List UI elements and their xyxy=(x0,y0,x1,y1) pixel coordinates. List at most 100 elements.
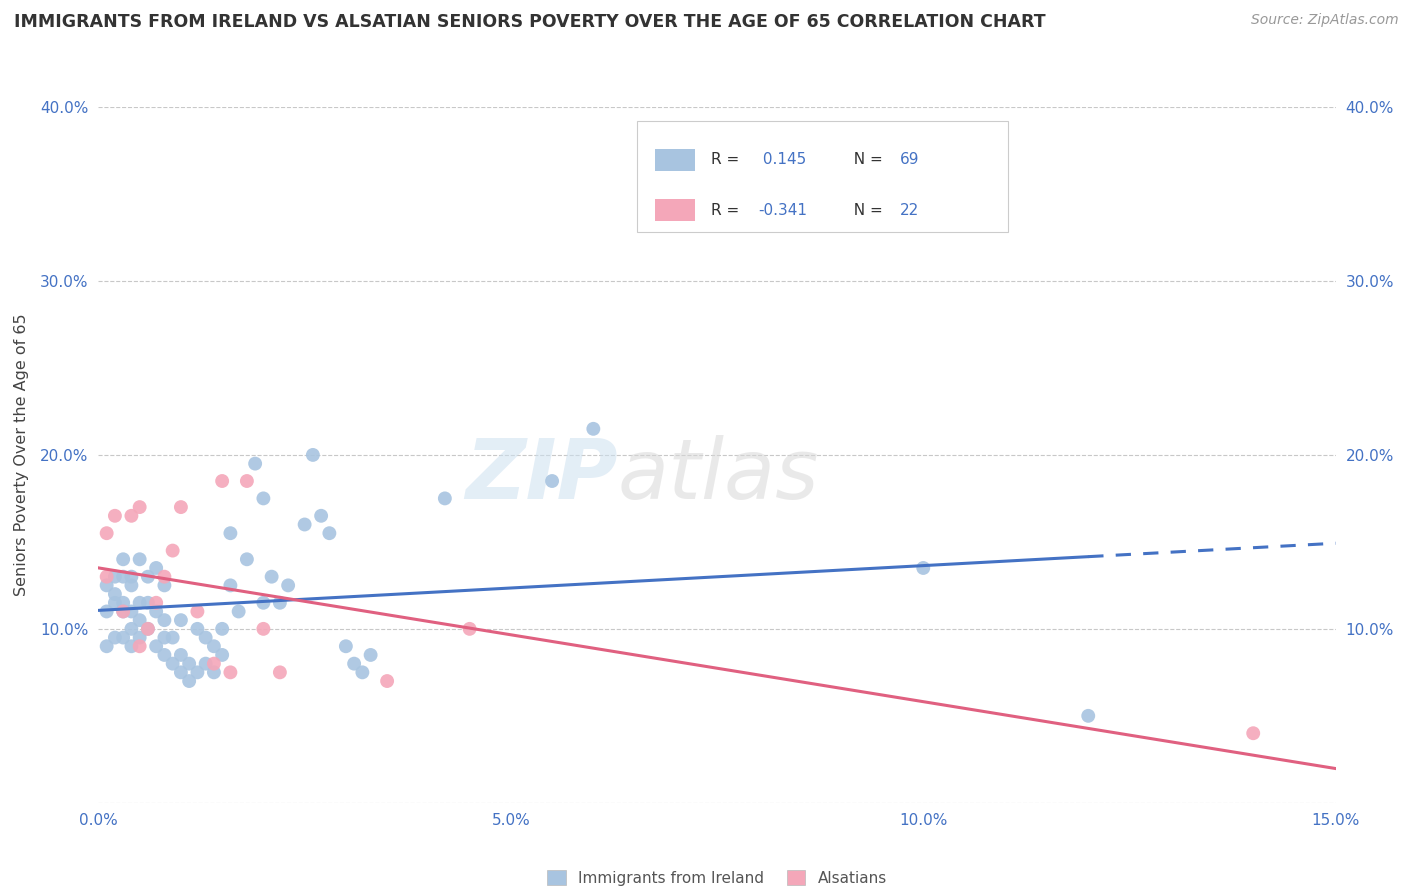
Point xyxy=(96,570,118,584)
Point xyxy=(252,596,274,610)
Point xyxy=(128,639,150,653)
Point xyxy=(153,570,176,584)
Point xyxy=(194,657,217,671)
Point xyxy=(541,474,564,488)
Text: ZIP: ZIP xyxy=(465,435,619,516)
Point xyxy=(269,596,291,610)
Point xyxy=(186,605,208,619)
Point xyxy=(136,622,159,636)
Point xyxy=(335,639,357,653)
Point xyxy=(269,665,291,680)
Point xyxy=(458,622,481,636)
Text: R =: R = xyxy=(711,153,744,168)
Point xyxy=(128,613,150,627)
Point xyxy=(120,508,142,523)
Point xyxy=(243,457,266,471)
Point xyxy=(112,596,135,610)
Point xyxy=(145,605,167,619)
Point xyxy=(179,674,201,689)
Point xyxy=(96,526,118,541)
Point xyxy=(375,674,398,689)
Point xyxy=(294,517,316,532)
Text: N =: N = xyxy=(845,202,889,218)
Point xyxy=(211,648,233,662)
Point xyxy=(219,578,242,592)
Point xyxy=(153,613,176,627)
FancyBboxPatch shape xyxy=(655,199,695,221)
Point xyxy=(260,570,283,584)
Point xyxy=(96,639,118,653)
Point xyxy=(360,648,382,662)
Point xyxy=(120,578,142,592)
Point xyxy=(186,665,208,680)
Text: -0.341: -0.341 xyxy=(758,202,807,218)
Point xyxy=(236,552,259,566)
Point xyxy=(433,491,456,506)
Point xyxy=(236,474,259,488)
Point xyxy=(145,639,167,653)
Point xyxy=(179,657,201,671)
Point xyxy=(211,622,233,636)
Point xyxy=(252,622,274,636)
Text: atlas: atlas xyxy=(619,435,820,516)
Point xyxy=(170,648,193,662)
Point xyxy=(128,596,150,610)
Point xyxy=(96,578,118,592)
Point xyxy=(104,570,127,584)
Text: R =: R = xyxy=(711,202,744,218)
Point xyxy=(582,422,605,436)
Point xyxy=(318,526,340,541)
Point xyxy=(219,665,242,680)
Point xyxy=(170,613,193,627)
Text: 0.145: 0.145 xyxy=(758,153,806,168)
Point xyxy=(104,596,127,610)
Point xyxy=(153,631,176,645)
Text: 22: 22 xyxy=(900,202,920,218)
Point xyxy=(104,508,127,523)
Point xyxy=(112,570,135,584)
Point xyxy=(120,639,142,653)
Point xyxy=(112,552,135,566)
FancyBboxPatch shape xyxy=(637,121,1008,232)
Point xyxy=(162,631,184,645)
Point xyxy=(120,622,142,636)
Y-axis label: Seniors Poverty Over the Age of 65: Seniors Poverty Over the Age of 65 xyxy=(14,314,30,596)
Legend: Immigrants from Ireland, Alsatians: Immigrants from Ireland, Alsatians xyxy=(547,870,887,886)
Point xyxy=(145,596,167,610)
Point xyxy=(302,448,325,462)
Point xyxy=(96,605,118,619)
Point xyxy=(120,605,142,619)
Point xyxy=(170,665,193,680)
Point xyxy=(228,605,250,619)
Point xyxy=(202,639,225,653)
Point xyxy=(202,665,225,680)
Point xyxy=(153,578,176,592)
Point xyxy=(252,491,274,506)
Point xyxy=(352,665,374,680)
FancyBboxPatch shape xyxy=(655,149,695,171)
Point xyxy=(343,657,366,671)
Point xyxy=(211,474,233,488)
Point xyxy=(128,500,150,514)
Text: N =: N = xyxy=(845,153,889,168)
Point xyxy=(1077,708,1099,723)
Point xyxy=(194,631,217,645)
Point xyxy=(128,552,150,566)
Text: 69: 69 xyxy=(900,153,920,168)
Point xyxy=(128,631,150,645)
Point xyxy=(153,648,176,662)
Point xyxy=(136,622,159,636)
Point xyxy=(112,605,135,619)
Point xyxy=(136,596,159,610)
Point xyxy=(136,570,159,584)
Point xyxy=(104,631,127,645)
Point xyxy=(170,500,193,514)
Point xyxy=(104,587,127,601)
Point xyxy=(1241,726,1264,740)
Point xyxy=(202,657,225,671)
Point xyxy=(112,631,135,645)
Text: IMMIGRANTS FROM IRELAND VS ALSATIAN SENIORS POVERTY OVER THE AGE OF 65 CORRELATI: IMMIGRANTS FROM IRELAND VS ALSATIAN SENI… xyxy=(14,13,1046,31)
Text: Source: ZipAtlas.com: Source: ZipAtlas.com xyxy=(1251,13,1399,28)
Point xyxy=(277,578,299,592)
Point xyxy=(912,561,935,575)
